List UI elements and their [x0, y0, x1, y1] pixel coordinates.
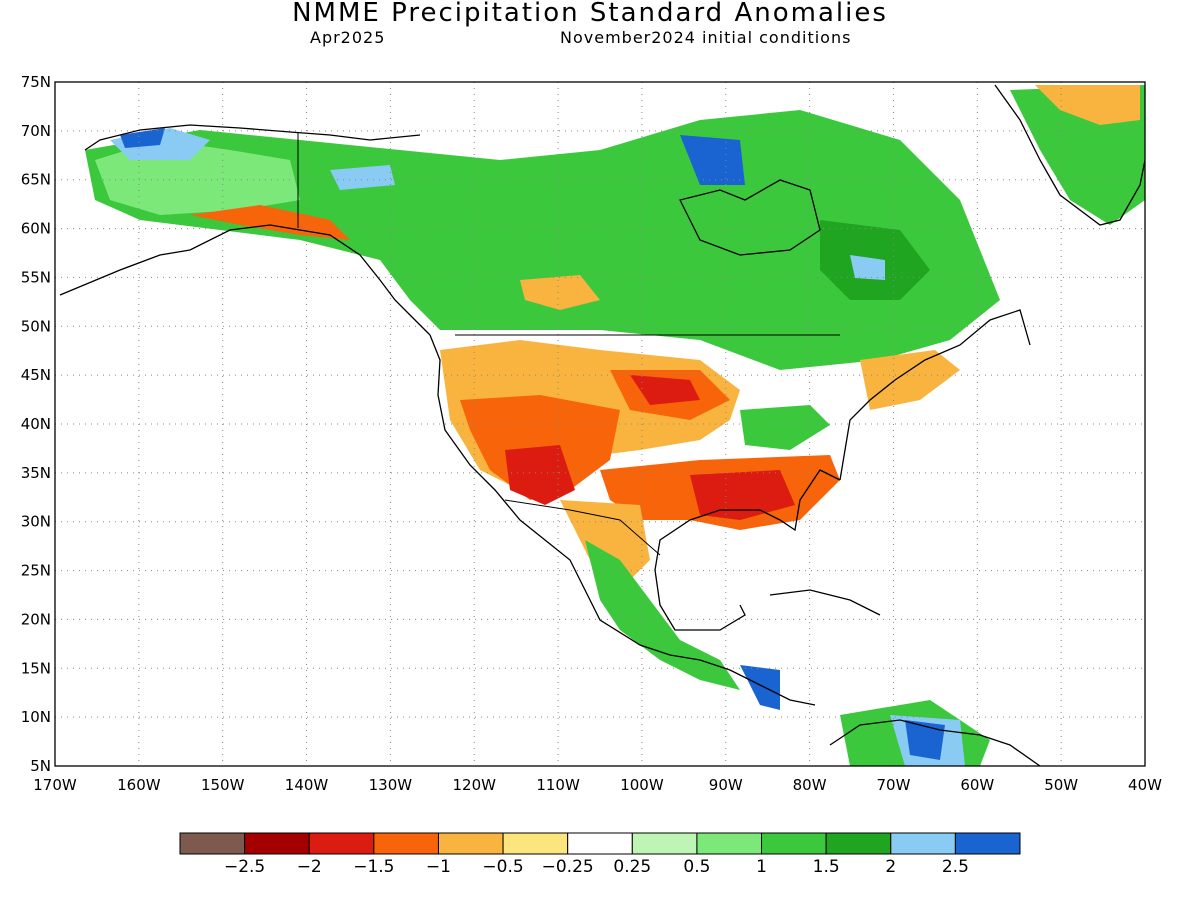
- colorbar-label: 0.5: [683, 857, 710, 877]
- colorbar-label: 2: [885, 857, 896, 877]
- longitude-label: 40W: [1128, 776, 1162, 794]
- colorbar-label: −2.5: [224, 857, 265, 877]
- latitude-label: 45N: [21, 366, 51, 384]
- coastline-cuba: [769, 589, 881, 616]
- valid-month-label: Apr2025: [310, 28, 386, 47]
- coastline-alaska-north: [84, 124, 421, 151]
- latitude-label: 30N: [21, 513, 51, 531]
- longitude-label: 50W: [1044, 776, 1078, 794]
- colorbar-swatch: [761, 832, 827, 855]
- anomaly-extreme-wet-central-america: [740, 665, 780, 710]
- colorbar-swatch: [696, 832, 763, 855]
- coastline-west-us: [429, 334, 816, 706]
- anomaly-strong-dry-southeast: [690, 470, 795, 520]
- latitude-label: 70N: [21, 122, 51, 140]
- longitude-label: 170W: [33, 776, 77, 794]
- colorbar-swatch: [825, 832, 892, 855]
- anomaly-extreme-wet-hudson: [680, 135, 745, 185]
- latitude-label: 25N: [21, 562, 51, 580]
- longitude-label: 140W: [285, 776, 329, 794]
- longitude-label: 120W: [452, 776, 496, 794]
- graticule: [55, 82, 1145, 766]
- latitude-label: 40N: [21, 415, 51, 433]
- colorbar-label: 0.25: [613, 857, 651, 877]
- latitude-label: 75N: [21, 73, 51, 91]
- longitude-label: 150W: [201, 776, 245, 794]
- latitude-label: 10N: [21, 708, 51, 726]
- coastline-greenland: [994, 84, 1145, 226]
- colorbar-label: −0.5: [482, 857, 523, 877]
- latitude-label: 35N: [21, 464, 51, 482]
- colorbar-label: −1.5: [353, 857, 394, 877]
- colorbar-label: −2: [297, 857, 322, 877]
- colorbar-swatch: [954, 832, 1021, 855]
- colorbar-label: 1.5: [813, 857, 840, 877]
- colorbar-swatch: [179, 832, 246, 855]
- coastline-hudson-bay: [679, 179, 821, 256]
- colorbar-swatch: [308, 832, 375, 855]
- longitude-label: 70W: [877, 776, 911, 794]
- anomaly-strong-dry-arizona: [505, 445, 575, 505]
- longitude-label: 130W: [369, 776, 413, 794]
- anomaly-extreme-wet-alaska: [120, 128, 165, 148]
- colorbar-label: −1: [426, 857, 451, 877]
- border-us-mexico: [504, 499, 661, 556]
- anomaly-very-wet-quebec: [850, 255, 885, 280]
- latitude-label: 60N: [21, 220, 51, 238]
- anomaly-wet-mexico: [585, 540, 740, 690]
- colorbar-swatch: [373, 832, 439, 855]
- colorbar: −2.5 −2 −1.5 −1 −0.5 −0.25 0.25 0.5 1 1.5 2 2.5: [179, 832, 1021, 877]
- anomaly-slight-dry-plains: [560, 500, 650, 590]
- longitude-label: 110W: [536, 776, 580, 794]
- coastline-alaska: [59, 224, 431, 336]
- anomaly-strong-dry-iowa: [630, 375, 700, 405]
- colorbar-swatch: [244, 832, 310, 855]
- colorbar-swatch: [631, 832, 698, 855]
- anomaly-wet-canada: [85, 110, 1000, 370]
- longitude-label: 80W: [793, 776, 827, 794]
- latitude-label: 5N: [30, 757, 51, 775]
- colorbar-swatch: [890, 832, 956, 855]
- plot-frame: [54, 81, 1146, 767]
- political-borders: [297, 132, 840, 556]
- coastline-gulf: [654, 469, 841, 631]
- anomaly-extreme-wet-south-america: [905, 720, 945, 760]
- colorbar-swatch: [437, 832, 504, 855]
- longitude-label: 100W: [620, 776, 664, 794]
- colorbar-swatch: [502, 832, 569, 855]
- latitude-label: 50N: [21, 317, 51, 335]
- anomaly-wet-ohio-valley: [740, 405, 830, 450]
- colorbar-label: −0.25: [542, 857, 594, 877]
- longitude-label: 160W: [117, 776, 161, 794]
- longitude-label: 90W: [709, 776, 743, 794]
- latitude-labels: 75N 70N 65N 60N 55N 50N 45N 40N 35N 30N 25N 20N 15N 1…: [21, 73, 51, 775]
- anomaly-field: [85, 85, 1145, 766]
- anomaly-dry-northeast: [860, 350, 960, 410]
- coastline-east-us: [839, 309, 1031, 481]
- colorbar-swatch: [567, 832, 633, 855]
- longitude-labels: 170W 160W 150W 140W 130W 120W 110W 100W 90W 80W 70…: [33, 776, 1162, 794]
- coastlines: [59, 84, 1145, 766]
- anomaly-very-wet-yukon: [330, 165, 395, 190]
- initial-conditions-label: November2024 initial conditions: [560, 28, 852, 47]
- anomaly-slight-dry-bc: [520, 275, 600, 310]
- latitude-label: 65N: [21, 171, 51, 189]
- coastline-south-america: [829, 719, 1041, 766]
- colorbar-label: 1: [756, 857, 767, 877]
- longitude-label: 60W: [960, 776, 994, 794]
- latitude-label: 15N: [21, 659, 51, 677]
- map-title: NMME Precipitation Standard Anomalies: [292, 0, 888, 28]
- latitude-label: 20N: [21, 610, 51, 628]
- colorbar-label: 2.5: [942, 857, 969, 877]
- latitude-label: 55N: [21, 268, 51, 286]
